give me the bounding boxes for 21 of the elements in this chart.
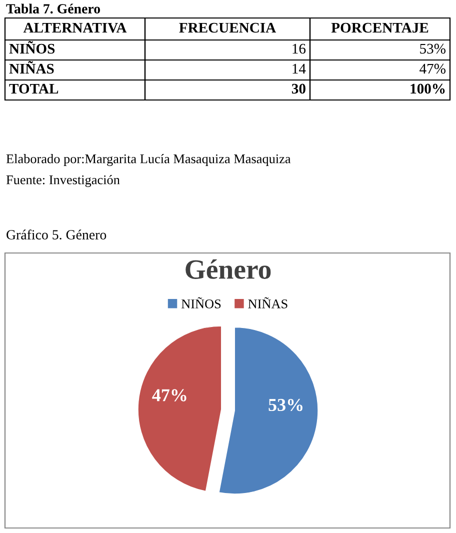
data-label: 53% xyxy=(268,398,302,412)
text: 53% xyxy=(420,44,446,54)
data-label: 47% xyxy=(152,389,186,402)
text: Gráfico 5. Género xyxy=(6,230,106,240)
chart-title: Género xyxy=(186,259,271,279)
text: 30 xyxy=(292,84,306,94)
text: NIÑOS xyxy=(9,41,55,54)
text: FRECUENCIA xyxy=(179,22,276,33)
text: NIÑAS xyxy=(9,61,54,74)
text: 14 xyxy=(292,64,306,74)
text: 47% xyxy=(420,64,446,74)
legend-label: NIÑAS xyxy=(248,297,288,308)
text: 100% xyxy=(410,84,445,94)
text: Tabla 7. Género xyxy=(6,4,100,14)
source-note: Fuente: Investigación xyxy=(6,174,120,188)
text: PORCENTAJE xyxy=(331,22,428,33)
legend-label: NIÑOS xyxy=(181,297,221,308)
text: 16 xyxy=(292,44,306,54)
text: TOTAL xyxy=(9,84,58,94)
text: ALTERNATIVA xyxy=(23,22,127,33)
text: Elaborado por:Margarita Lucía Masaquiza Masaquiza xyxy=(6,154,291,166)
